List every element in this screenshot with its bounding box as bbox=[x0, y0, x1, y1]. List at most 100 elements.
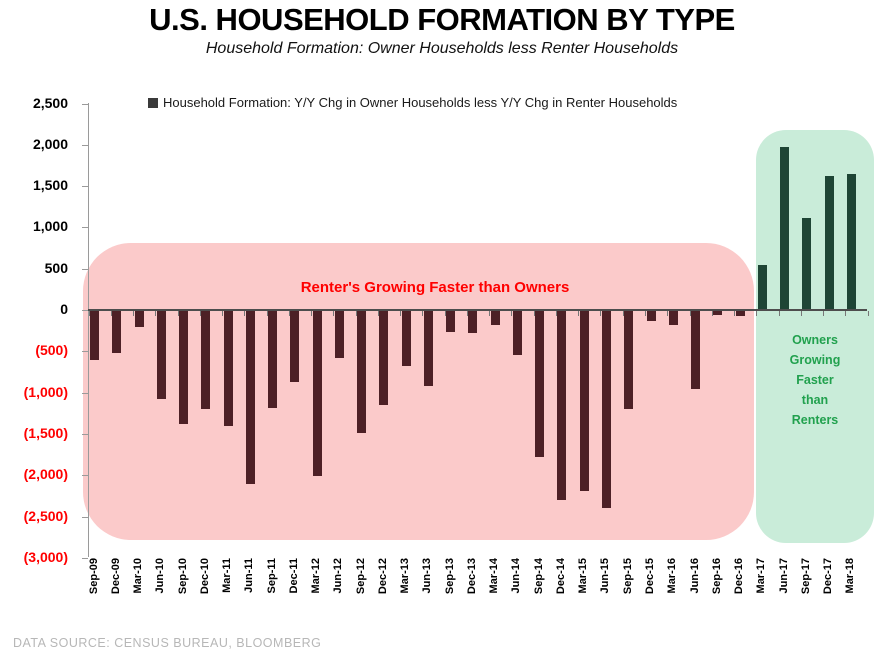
bar bbox=[90, 311, 99, 360]
bar bbox=[579, 311, 589, 492]
x-tick-mark bbox=[489, 311, 491, 316]
legend: Household Formation: Y/Y Chg in Owner Ho… bbox=[148, 95, 677, 110]
bar bbox=[535, 311, 545, 458]
bar bbox=[156, 311, 166, 399]
bar bbox=[201, 311, 211, 410]
bar bbox=[735, 311, 745, 316]
owners-annotation: Owners Growing Faster than Renters bbox=[756, 330, 874, 430]
y-tick-mark bbox=[82, 144, 88, 146]
x-axis-tick-label: Mar-11 bbox=[221, 558, 234, 593]
x-axis-tick-label: Dec-10 bbox=[198, 558, 211, 595]
x-axis-tick-label: Dec-11 bbox=[287, 558, 300, 594]
data-source-note: DATA SOURCE: CENSUS BUREAU, BLOOMBERG bbox=[13, 636, 322, 650]
y-axis-tick-label: (3,000) bbox=[23, 548, 68, 565]
x-tick-mark bbox=[667, 311, 669, 316]
x-tick-mark bbox=[222, 311, 224, 316]
bar bbox=[357, 311, 367, 434]
y-axis-tick-label: 500 bbox=[44, 259, 68, 276]
x-tick-mark bbox=[466, 311, 468, 316]
bar bbox=[490, 311, 500, 326]
x-tick-mark bbox=[199, 311, 201, 316]
x-tick-mark bbox=[600, 311, 602, 316]
y-axis-tick-label: 1,000 bbox=[32, 218, 68, 235]
y-tick-mark bbox=[82, 433, 88, 435]
owners-annotation-line: Owners bbox=[792, 333, 838, 347]
x-tick-mark bbox=[578, 311, 580, 316]
legend-swatch-icon bbox=[148, 97, 158, 108]
x-axis-tick-label: Jun-11 bbox=[243, 558, 256, 593]
x-axis-tick-label: Dec-12 bbox=[376, 558, 389, 595]
x-tick-mark bbox=[823, 311, 825, 316]
bar bbox=[423, 311, 433, 387]
bar bbox=[802, 218, 812, 310]
y-axis-tick-label: 2,000 bbox=[32, 135, 68, 152]
x-tick-mark bbox=[867, 311, 869, 316]
x-axis-tick-label: Sep-12 bbox=[354, 558, 367, 595]
y-tick-mark bbox=[82, 103, 88, 105]
x-tick-mark bbox=[555, 311, 557, 316]
y-axis-line bbox=[88, 103, 89, 557]
bar bbox=[312, 311, 322, 477]
x-tick-mark bbox=[155, 311, 157, 316]
bar bbox=[290, 311, 300, 383]
x-axis-tick-label: Sep-14 bbox=[532, 558, 545, 595]
x-axis-tick-label: Mar-18 bbox=[844, 558, 857, 594]
x-axis-tick-label: Sep-13 bbox=[443, 558, 456, 595]
x-tick-mark bbox=[533, 311, 535, 316]
x-tick-mark bbox=[689, 311, 691, 316]
x-axis-tick-label: Dec-16 bbox=[733, 558, 746, 595]
renters-faster-region bbox=[83, 243, 754, 540]
y-tick-mark bbox=[82, 557, 88, 559]
x-axis-tick-label: Mar-13 bbox=[399, 558, 412, 594]
x-axis-tick-label: Mar-17 bbox=[755, 558, 768, 594]
bar bbox=[112, 311, 122, 354]
bar bbox=[557, 311, 567, 501]
y-tick-mark bbox=[82, 351, 88, 353]
owners-annotation-line: than bbox=[801, 393, 829, 407]
bar bbox=[401, 311, 411, 367]
x-axis-zero-line bbox=[88, 309, 867, 311]
x-axis-tick-label: Jun-14 bbox=[510, 558, 523, 594]
x-axis-tick-label: Sep-10 bbox=[176, 558, 189, 595]
y-axis-tick-label: 1,500 bbox=[32, 177, 68, 194]
x-axis-tick-label: Mar-12 bbox=[310, 558, 323, 594]
y-tick-mark bbox=[82, 227, 88, 229]
bar bbox=[179, 311, 189, 425]
y-tick-mark bbox=[82, 310, 88, 311]
x-tick-mark bbox=[400, 311, 402, 316]
x-tick-mark bbox=[422, 311, 424, 316]
legend-label: Household Formation: Y/Y Chg in Owner Ho… bbox=[163, 95, 678, 110]
y-axis-tick-label: (500) bbox=[35, 342, 68, 359]
bar bbox=[846, 173, 856, 310]
y-axis-tick-label: 2,500 bbox=[32, 94, 68, 111]
y-tick-mark bbox=[82, 186, 88, 188]
x-axis-tick-label: Dec-14 bbox=[554, 558, 567, 595]
y-tick-mark bbox=[82, 268, 88, 270]
x-tick-mark bbox=[444, 311, 446, 316]
x-axis-tick-label: Dec-13 bbox=[465, 558, 478, 595]
x-tick-mark bbox=[244, 311, 246, 316]
y-tick-mark bbox=[82, 516, 88, 518]
x-tick-mark bbox=[88, 311, 90, 316]
x-tick-mark bbox=[377, 311, 379, 316]
bar bbox=[512, 311, 522, 355]
x-axis-tick-label: Jun-12 bbox=[332, 558, 345, 594]
bar bbox=[691, 311, 701, 390]
bar bbox=[468, 311, 478, 334]
x-axis-tick-label: Jun-13 bbox=[421, 558, 434, 594]
bar bbox=[646, 311, 656, 321]
x-tick-mark bbox=[645, 311, 646, 316]
x-axis-tick-label: Jun-16 bbox=[688, 558, 701, 594]
bar bbox=[245, 311, 255, 484]
bar bbox=[824, 176, 834, 310]
x-axis-tick-label: Mar-16 bbox=[666, 558, 679, 594]
x-axis-tick-label: Dec-15 bbox=[644, 558, 656, 595]
bar bbox=[713, 311, 723, 316]
x-tick-mark bbox=[734, 311, 736, 316]
chart-subtitle: Household Formation: Owner Households le… bbox=[205, 40, 679, 57]
x-axis-tick-label: Jun-17 bbox=[777, 558, 790, 594]
x-tick-mark bbox=[511, 311, 513, 316]
x-axis-tick-label: Dec-09 bbox=[109, 558, 122, 595]
x-tick-mark bbox=[622, 311, 624, 316]
